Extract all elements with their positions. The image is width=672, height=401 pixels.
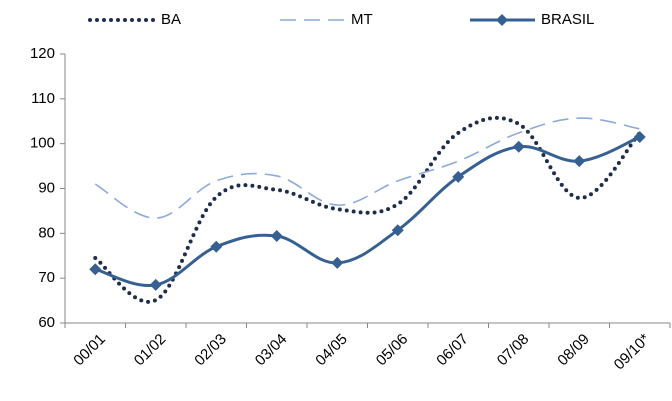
x-tick-label: 04/05 — [312, 331, 351, 370]
legend-label: MT — [351, 11, 373, 28]
marker — [391, 224, 404, 237]
x-tick-label: 05/06 — [373, 331, 412, 370]
series-line — [94, 135, 641, 288]
legend-label: BRASIL — [541, 11, 594, 28]
y-tick-label: 80 — [38, 224, 55, 241]
y-tick-label: 60 — [38, 314, 55, 331]
x-tick-label: 08/09 — [554, 331, 593, 370]
x-tick-label: 03/04 — [252, 331, 291, 370]
series-line — [93, 115, 642, 304]
x-tick-label: 09/10* — [611, 330, 654, 373]
marker — [331, 256, 344, 269]
marker — [210, 240, 223, 253]
y-tick-label: 110 — [31, 90, 55, 107]
series-line — [94, 117, 640, 219]
marker — [573, 155, 586, 168]
x-tick-label: 01/02 — [131, 331, 170, 370]
y-tick-label: 100 — [30, 135, 55, 152]
marker — [452, 170, 465, 183]
legend-marker — [496, 14, 508, 26]
x-tick-label: 06/07 — [433, 331, 472, 370]
y-tick-label: 120 — [30, 45, 55, 62]
y-tick-label: 90 — [38, 179, 55, 196]
x-tick-label: 02/03 — [191, 331, 230, 370]
legend-label: BA — [161, 11, 181, 28]
x-tick-label: 00/01 — [70, 331, 109, 370]
marker — [633, 130, 646, 143]
x-tick-label: 07/08 — [494, 331, 533, 370]
marker — [512, 140, 525, 153]
marker — [149, 278, 162, 291]
y-tick-label: 70 — [38, 269, 55, 286]
marker — [270, 230, 283, 243]
marker — [89, 263, 102, 276]
